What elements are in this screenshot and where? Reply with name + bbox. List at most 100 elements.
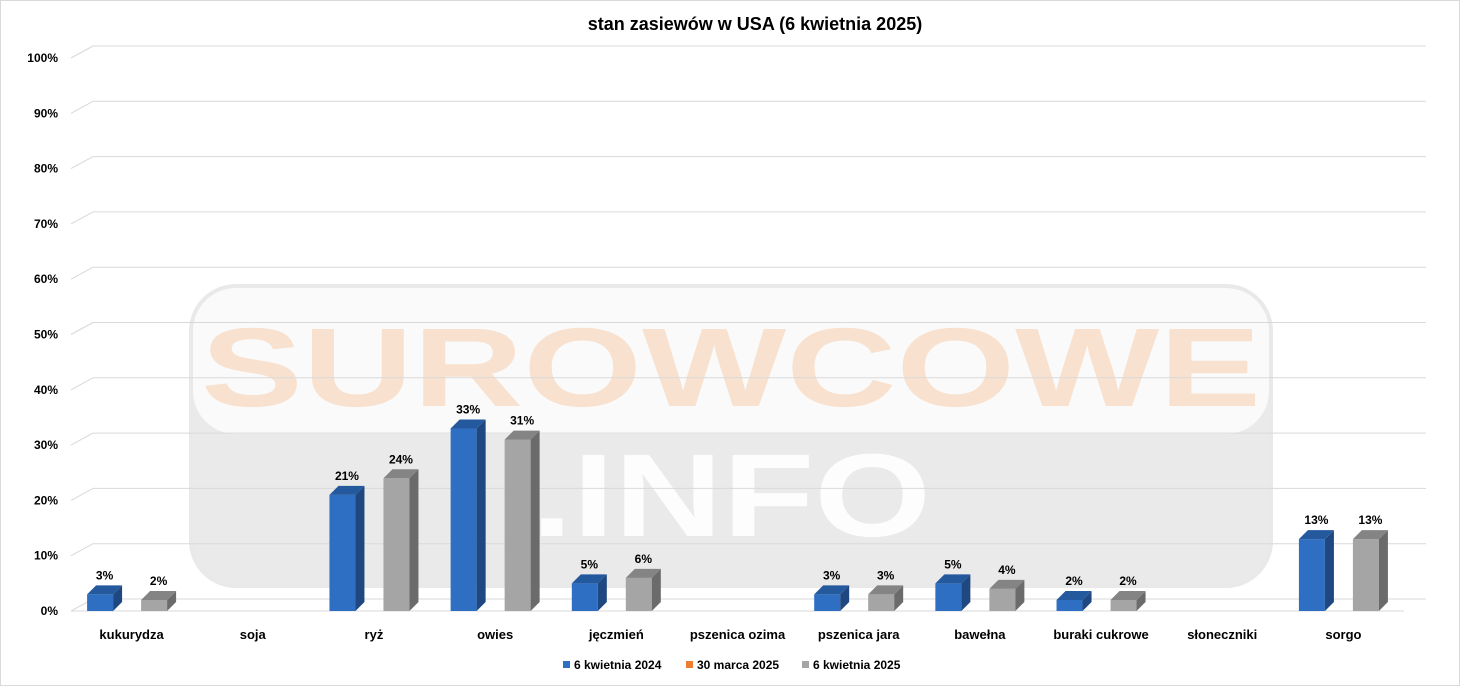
bar-front xyxy=(989,588,1016,611)
gridline-depth xyxy=(70,432,94,446)
chart-title: stan zasiewów w USA (6 kwietnia 2025) xyxy=(588,14,922,34)
data-label: 5% xyxy=(944,557,962,571)
y-tick-label: 40% xyxy=(34,383,58,397)
watermark-band xyxy=(193,288,1269,434)
bar-top xyxy=(1056,590,1092,600)
y-tick-label: 10% xyxy=(34,549,58,563)
x-category-label: pszenica ozima xyxy=(690,627,786,642)
bar-top xyxy=(868,585,904,595)
bar-top xyxy=(329,485,365,495)
bar-top xyxy=(450,419,486,429)
bar-top xyxy=(141,590,177,600)
data-label: 2% xyxy=(1119,574,1137,588)
x-category-label: jęczmień xyxy=(588,627,644,642)
data-label: 3% xyxy=(877,568,895,582)
data-label: 3% xyxy=(96,568,114,582)
bar-top xyxy=(989,579,1025,589)
bar-front xyxy=(935,583,962,611)
bar-front xyxy=(329,494,356,611)
watermark-text-top: SUROWCOWE xyxy=(201,305,1261,430)
gridline-depth xyxy=(70,543,94,557)
legend-swatch xyxy=(686,661,693,668)
data-label: 13% xyxy=(1358,513,1382,527)
bar-series-1 xyxy=(935,574,971,611)
x-category-label: owies xyxy=(477,627,513,642)
legend-item: 30 marca 2025 xyxy=(686,658,779,672)
bar-series-3 xyxy=(383,469,419,611)
gridline-depth xyxy=(70,45,94,59)
bar-front xyxy=(450,428,477,611)
bar-side xyxy=(355,485,365,611)
bar-series-3 xyxy=(625,568,661,611)
y-tick-label: 30% xyxy=(34,438,58,452)
bar-series-3 xyxy=(1110,590,1146,611)
data-label: 24% xyxy=(389,452,413,466)
bar-front xyxy=(87,594,114,611)
bar-front xyxy=(1352,539,1379,611)
bar-top xyxy=(814,585,850,595)
bar-front xyxy=(625,577,652,611)
data-label: 6% xyxy=(635,552,653,566)
y-tick-label: 70% xyxy=(34,217,58,231)
bar-side xyxy=(113,585,123,611)
bar-top xyxy=(1352,530,1388,540)
bar-front xyxy=(814,594,841,611)
bar-side xyxy=(961,574,971,611)
bar-top xyxy=(571,574,607,584)
bar-side xyxy=(840,585,850,611)
bars xyxy=(87,419,1388,611)
bar-front xyxy=(504,439,531,611)
bar-series-1 xyxy=(87,585,123,611)
bar-side xyxy=(1015,579,1025,611)
bar-front xyxy=(1298,539,1325,611)
y-tick-label: 60% xyxy=(34,272,58,286)
x-axis-categories: kukurydza soja ryż owies jęczmień pszenica oz… xyxy=(99,627,1361,642)
bar-front xyxy=(571,583,598,611)
bar-series-1 xyxy=(329,485,365,611)
legend: 6 kwietnia 2024 30 marca 2025 6 kwietnia 2… xyxy=(563,658,901,672)
bar-front xyxy=(383,478,410,611)
bar-side xyxy=(1378,530,1388,611)
y-axis-ticks: 0% 10% 20% 30% 40% 50% 60% 70% 80% 90% 100% xyxy=(27,51,58,618)
bar-series-1 xyxy=(1056,590,1092,611)
x-category-label: kukurydza xyxy=(99,627,164,642)
legend-label: 30 marca 2025 xyxy=(697,658,779,672)
gridline-depth xyxy=(70,156,94,170)
data-label: 21% xyxy=(335,469,359,483)
bar-series-3 xyxy=(989,579,1025,611)
x-category-label: ryż xyxy=(365,627,384,642)
gridline-depth xyxy=(70,487,94,501)
data-label: 31% xyxy=(510,414,534,428)
bar-front xyxy=(141,599,168,611)
bar-series-1 xyxy=(814,585,850,611)
gridline-depth xyxy=(70,377,94,391)
bar-front xyxy=(1056,599,1083,611)
gridline-depth xyxy=(70,100,94,114)
bar-front xyxy=(868,594,895,611)
bar-side xyxy=(476,419,486,611)
bar-side xyxy=(651,568,661,611)
gridline-depth xyxy=(70,211,94,225)
data-labels: 3% 2% 21% 24% 33% 31% 5% 6% 3% 3% 5% 4% 2% 2% 13% 13% xyxy=(96,403,1383,588)
x-category-label: buraki cukrowe xyxy=(1053,627,1148,642)
bar-side xyxy=(1136,590,1146,611)
gridline-depth xyxy=(70,322,94,335)
bar-series-1 xyxy=(450,419,486,611)
bar-side xyxy=(1082,590,1092,611)
bar-top xyxy=(87,585,123,595)
data-label: 2% xyxy=(150,574,168,588)
y-tick-label: 0% xyxy=(41,604,59,618)
legend-label: 6 kwietnia 2024 xyxy=(574,658,662,672)
bar-top xyxy=(1298,530,1334,540)
legend-swatch xyxy=(563,661,570,668)
bar-top xyxy=(935,574,971,584)
legend-item: 6 kwietnia 2025 xyxy=(802,658,901,672)
y-tick-label: 100% xyxy=(27,51,58,65)
legend-swatch xyxy=(802,661,809,668)
bar-series-1 xyxy=(571,574,607,611)
data-label: 3% xyxy=(823,568,841,582)
bar-series-3 xyxy=(504,430,540,611)
y-tick-label: 50% xyxy=(34,328,58,342)
